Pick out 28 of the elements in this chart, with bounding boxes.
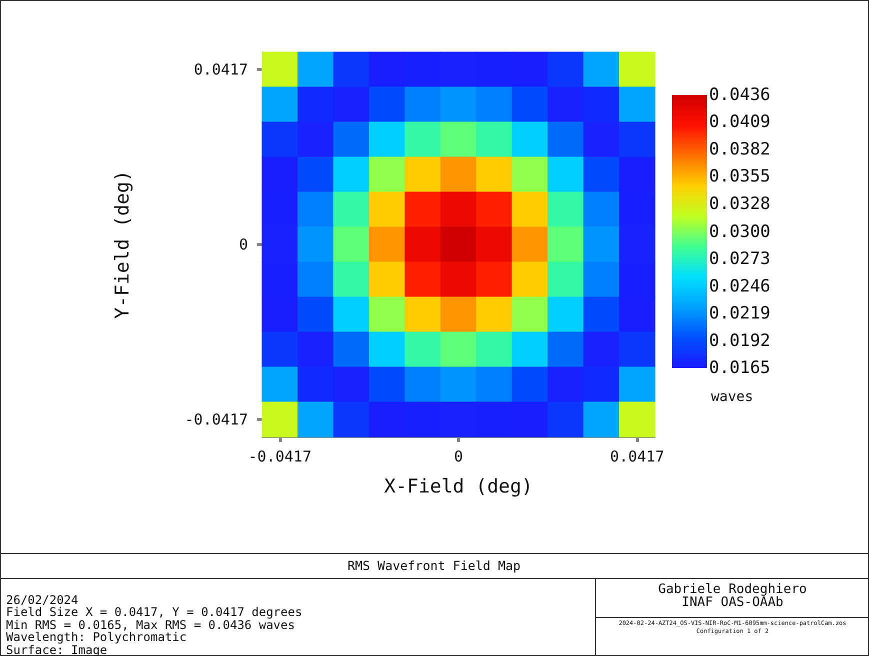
text: Surface: Image xyxy=(6,642,108,656)
color-bar-label: 0.0300 xyxy=(709,222,770,242)
color-bar-label: 0.0192 xyxy=(709,330,770,351)
color-bar-label: 0.0273 xyxy=(709,249,770,270)
color-bar-label: 0.0219 xyxy=(709,304,770,324)
color-bar-label: 0.0328 xyxy=(709,194,770,214)
color-bar-label: 0.0165 xyxy=(709,358,770,378)
text: Field Size X = 0.0417, Y = 0.0417 degrees xyxy=(6,605,302,620)
y-tick-label: 0.0417 xyxy=(194,60,248,78)
text: Min RMS = 0.0165, Max RMS = 0.0436 waves xyxy=(6,618,295,632)
color-bar-label: 0.0436 xyxy=(709,85,770,105)
x-tick-label: 0 xyxy=(454,448,464,466)
text: Wavelength: Polychromatic xyxy=(6,630,188,644)
text: INAF OAS-OAAb xyxy=(680,595,784,610)
color-bar-label: 0.0246 xyxy=(709,276,770,296)
text: RMS Wavefront Field Map xyxy=(0,554,868,579)
x-axis-title: X-Field (deg) xyxy=(384,476,533,498)
color-bar-label: 0.0382 xyxy=(709,139,770,160)
x-tick-label: -0.0417 xyxy=(248,448,312,466)
y-tick-label: -0.0417 xyxy=(184,410,248,428)
text: 26/02/2024 xyxy=(6,593,80,607)
text: Gabriele Rodeghiero xyxy=(657,582,808,597)
y-axis-title: Y-Field (deg) xyxy=(112,170,134,319)
color-bar-title: waves xyxy=(711,389,754,405)
x-tick-label: 0.0417 xyxy=(610,448,664,466)
y-tick-label: 0 xyxy=(238,236,248,254)
color-bar-label: 0.0355 xyxy=(709,166,770,187)
color-bar-label: 0.0409 xyxy=(709,112,770,132)
